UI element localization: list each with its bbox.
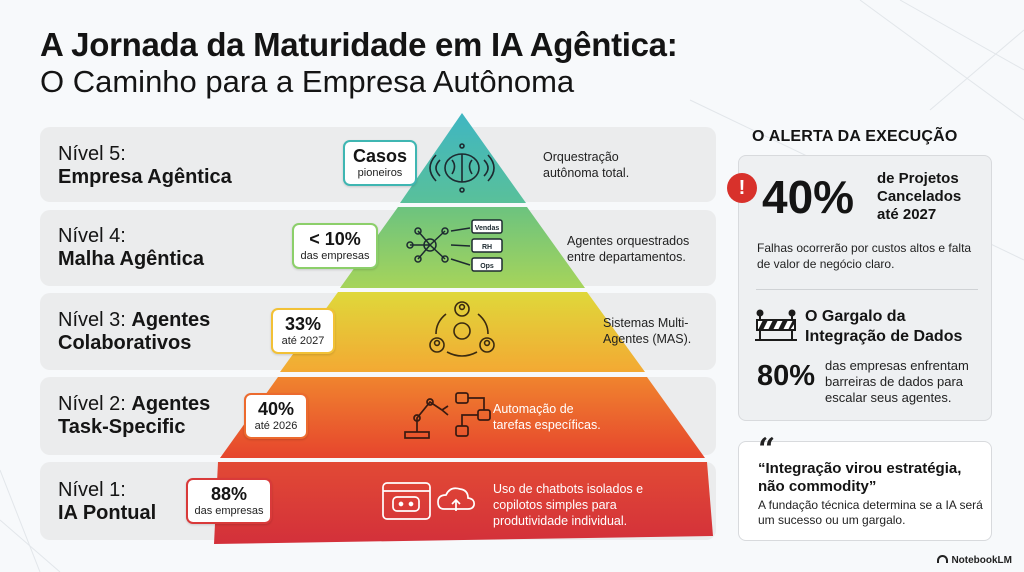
brand: NotebookLM: [937, 555, 1012, 566]
pyramid-tier-1: [214, 462, 713, 544]
page-title: A Jornada da Maturidade em IA Agêntica: …: [40, 26, 678, 100]
level-5-label: Nível 5: Empresa Agêntica: [58, 143, 232, 189]
robot-arm-workflow-icon: [404, 392, 491, 439]
alert-main-text: de Projetos Cancelados até 2027: [877, 170, 962, 223]
level-1-description: Uso de chatbots isolados e copilotos sim…: [493, 482, 644, 528]
pyramid-tier-3: [280, 292, 645, 372]
alert-divider: [756, 289, 978, 290]
quote-card: [738, 441, 992, 541]
level-3-stat-value: 33%: [284, 314, 322, 334]
level-5-stat-sub: pioneiros: [357, 167, 403, 179]
pyramid-tier-5: [400, 113, 526, 203]
level-2-name: Agentes Task-Specific: [58, 393, 211, 438]
level-3-prefix: Nível 3:: [58, 309, 126, 331]
agent-mesh-icon: [406, 219, 503, 272]
brain-network-icon: [429, 143, 495, 193]
level-1-label: Nível 1: IA Pontual: [58, 479, 156, 525]
notebooklm-logo-icon: [937, 555, 949, 563]
level-4-name: Malha Agêntica: [58, 248, 204, 270]
level-4-description: Agentes orquestrados entre departamentos…: [567, 234, 690, 264]
level-4-stat-badge: < 10% das empresas: [292, 223, 378, 269]
barrier-icon: [755, 309, 797, 341]
title-line-1: A Jornada da Maturidade em IA Agêntica:: [40, 26, 678, 63]
level-3-description: Sistemas Multi-Agentes (MAS).: [603, 316, 692, 346]
level-3-label: Nível 3: Agentes Colaborativos: [58, 309, 248, 355]
level-2-label: Nível 2: Agentes Task-Specific: [58, 393, 248, 439]
quote-text: “Integração virou estratégia, não commod…: [758, 460, 962, 495]
level-4-prefix: Nível 4:: [58, 225, 126, 247]
level-5-stat-value: Casos: [352, 146, 408, 166]
level-5-description: Orquestração autônoma total.: [543, 150, 630, 180]
level-1-stat-sub: das empresas: [194, 505, 264, 517]
level-3-name: Agentes Colaborativos: [58, 309, 211, 354]
bottleneck-text: das empresas enfrentam barreiras de dado…: [825, 358, 969, 405]
chatbot-cloud-icon: [382, 482, 475, 520]
pyramid-tier-4: [340, 207, 585, 288]
bottleneck-value: 80%: [757, 360, 816, 392]
level-2-prefix: Nível 2:: [58, 393, 126, 415]
level-5-name: Empresa Agêntica: [58, 166, 232, 188]
level-4-stat-value: < 10%: [309, 229, 361, 249]
level-4-stat-sub: das empresas: [300, 250, 370, 262]
alert-note: Falhas ocorrerão por custos altos e falt…: [757, 241, 972, 271]
level-3-stat-badge: 33% até 2027: [271, 308, 335, 354]
alert-card: [738, 155, 992, 421]
level-4-label: Nível 4: Malha Agêntica: [58, 225, 204, 271]
alert-main-value: 40%: [762, 171, 855, 223]
level-5-stat-badge: Casos pioneiros: [343, 140, 417, 186]
level-2-description: Automação de tarefas específicas.: [493, 402, 601, 432]
level-2-stat-value: 40%: [257, 399, 295, 419]
bottleneck-title: O Gargalo da Integração de Dados: [805, 308, 963, 345]
mesh-label-rh: RH: [482, 244, 492, 251]
level-3-stat-sub: até 2027: [281, 335, 325, 347]
quote-mark-icon: “: [758, 432, 776, 467]
quote-sub: A fundação técnica determina se a IA ser…: [758, 498, 983, 527]
level-1-name: IA Pontual: [58, 502, 157, 524]
level-2-stat-sub: até 2026: [254, 420, 298, 432]
level-1-prefix: Nível 1:: [58, 479, 126, 501]
level-2-stat-badge: 40% até 2026: [244, 393, 308, 439]
collaborating-agents-icon: [429, 301, 495, 357]
level-1-stat-badge: 88% das empresas: [186, 478, 272, 524]
title-line-2: O Caminho para a Empresa Autônoma: [40, 64, 575, 99]
mesh-label-vendas: Vendas: [475, 225, 500, 232]
mesh-label-ops: Ops: [480, 263, 494, 270]
alert-heading: O ALERTA DA EXECUÇÃO: [752, 128, 958, 145]
level-1-stat-value: 88%: [210, 484, 248, 504]
brand-name: NotebookLM: [951, 555, 1012, 566]
level-5-prefix: Nível 5:: [58, 143, 126, 165]
exclamation-icon: !: [727, 173, 757, 203]
